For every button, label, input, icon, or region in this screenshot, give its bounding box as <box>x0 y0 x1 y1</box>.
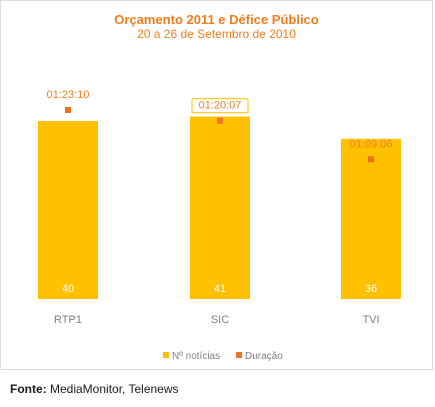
duration-point-tvi <box>368 156 374 163</box>
bar-sic <box>190 116 250 299</box>
bar-tvi <box>341 138 401 299</box>
source-label: Fonte: <box>10 382 47 396</box>
duration-label: 01:09:06 <box>350 138 393 150</box>
duration-label-box <box>191 98 249 114</box>
duration-label: 01:20:07 <box>199 100 242 112</box>
chart-title: Orçamento 2011 e Défice Público <box>114 12 319 27</box>
legend-swatch-duracao <box>236 352 242 358</box>
legend-label-noticias: Nº notícias <box>172 351 220 362</box>
x-tick-label: TVI <box>362 314 379 326</box>
duration-point-sic <box>217 117 223 124</box>
x-tick-label: SIC <box>211 314 229 326</box>
chart-plot: 40 RTP1 01:23:10 41 SIC 01:20:07 36 TVI 01:09:06… <box>38 89 401 362</box>
bar-value-label: 41 <box>214 283 226 295</box>
bar-rtp1 <box>38 121 98 299</box>
duration-point-rtp1 <box>65 107 71 113</box>
legend-swatch-noticias <box>163 352 169 358</box>
bar-value-label: 36 <box>365 283 377 295</box>
bar-value-label: 40 <box>62 283 74 295</box>
source-text: MediaMonitor, Telenews <box>50 382 179 396</box>
chart-subtitle: 20 a 26 de Setembro de 2010 <box>137 27 296 41</box>
x-tick-label: RTP1 <box>54 314 82 326</box>
duration-label: 01:23:10 <box>47 89 90 101</box>
source-note: Fonte: MediaMonitor, Telenews <box>10 382 179 396</box>
legend-label-duracao: Duração <box>245 351 283 362</box>
